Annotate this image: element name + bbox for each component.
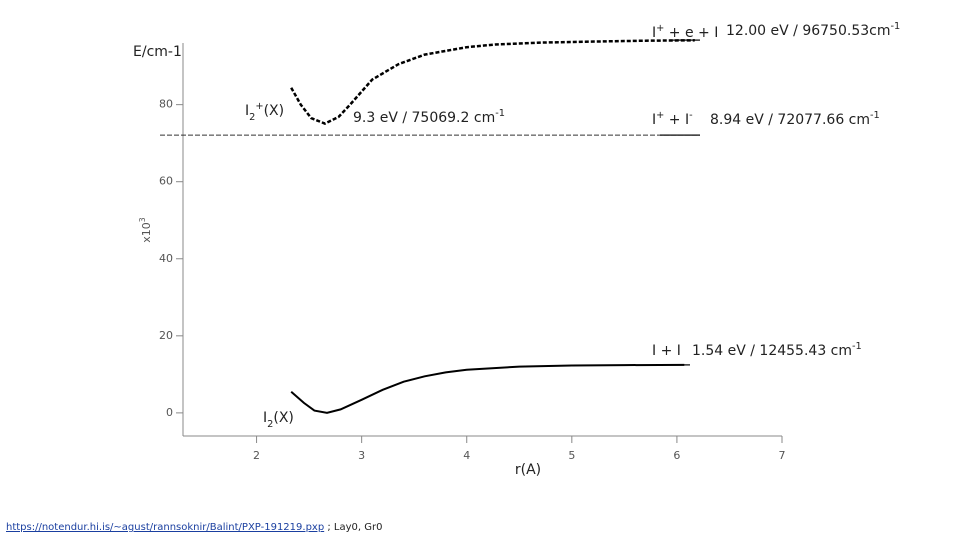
annotation: 8.94 eV / 72077.66 cm-1	[710, 110, 880, 129]
x-tick-label: 4	[463, 449, 470, 462]
y-axis-label: E/cm-1	[133, 44, 182, 60]
footer: https://notendur.hi.is/~agust/rannsoknir…	[6, 522, 382, 533]
text-part: I	[652, 25, 656, 41]
annotation: 9.3 eV / 75069.2 cm-1	[353, 108, 505, 127]
text-part: (X)	[264, 103, 285, 119]
text-part: I	[652, 112, 656, 128]
text-part: -1	[495, 108, 505, 119]
text-part: 2	[249, 112, 255, 123]
y-tick-label: 0	[166, 406, 173, 419]
curve	[290, 39, 695, 125]
text-part: -1	[870, 110, 880, 121]
text-part: +	[255, 101, 263, 112]
text-part: x10	[140, 222, 153, 243]
text-part: 8.94 eV / 72077.66 cm	[710, 112, 870, 128]
x-tick-label: 2	[253, 449, 260, 462]
text-part: + e + I	[664, 25, 718, 41]
text-part: -	[689, 110, 693, 121]
text-part: 2	[267, 419, 273, 430]
footer-link: https://notendur.hi.is/~agust/rannsoknir…	[6, 522, 324, 533]
annotation: 12.00 eV / 96750.53cm-1	[726, 21, 900, 40]
x-axis-label: r(A)	[515, 462, 541, 478]
x-tick-label: 5	[568, 449, 575, 462]
text-part: 1.54 eV / 12455.43 cm	[692, 343, 852, 359]
y-multiplier: x103	[138, 217, 154, 243]
y-tick-label: 40	[159, 252, 173, 265]
annotation: I2(X)	[263, 410, 294, 430]
text-part: -1	[852, 341, 862, 352]
footer-text: ; Lay0, Gr0	[324, 522, 382, 533]
text-part: (X)	[273, 410, 294, 426]
text-part: -1	[890, 21, 900, 32]
text-part: I + I	[652, 343, 681, 359]
x-tick-label: 3	[358, 449, 365, 462]
text-part: +	[656, 23, 664, 34]
y-tick-label: 80	[159, 98, 173, 111]
x-tick-label: 7	[779, 449, 786, 462]
annotation: I + I	[652, 343, 681, 359]
curve	[290, 363, 685, 414]
annotation: I+ + e + I	[652, 23, 718, 42]
text-part: + I	[664, 112, 689, 128]
text-part: 9.3 eV / 75069.2 cm	[353, 110, 495, 126]
annotation: 1.54 eV / 12455.43 cm-1	[692, 341, 862, 360]
x-tick-label: 6	[673, 449, 680, 462]
annotation: I2+(X)	[245, 101, 284, 123]
text-part: +	[656, 110, 664, 121]
y-tick-label: 60	[159, 175, 173, 188]
text-part: I	[263, 410, 267, 426]
annotation: I+ + I-	[652, 110, 693, 129]
text-part: 12.00 eV / 96750.53cm	[726, 23, 890, 39]
y-tick-label: 20	[159, 329, 173, 342]
text-part: I	[245, 103, 249, 119]
text-part: 3	[138, 217, 147, 222]
